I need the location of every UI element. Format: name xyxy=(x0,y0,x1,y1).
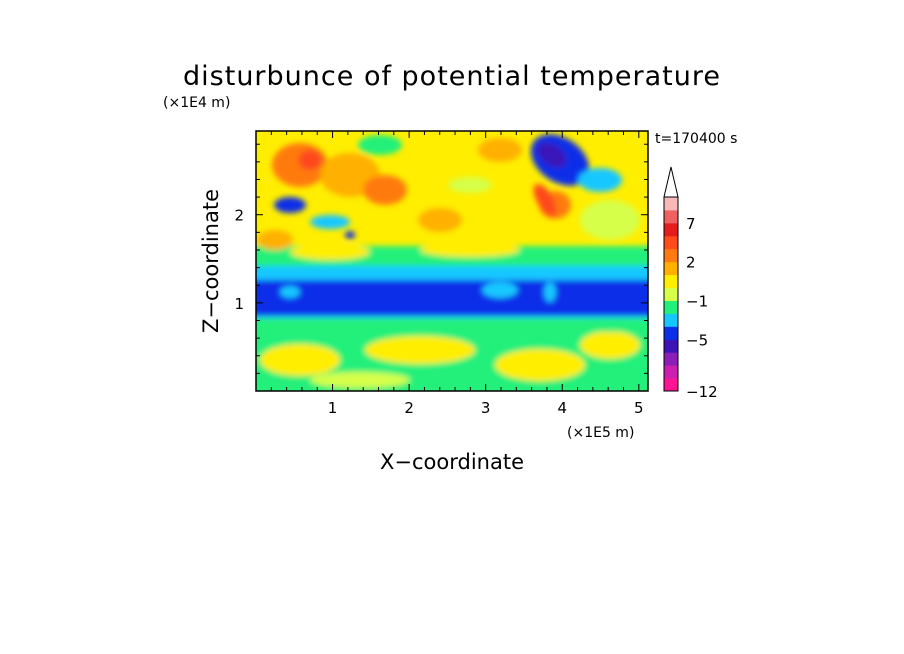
orange-blob-4 xyxy=(418,208,462,232)
orange-blob-5 xyxy=(478,138,522,162)
x-axis-title: X−coordinate xyxy=(380,450,524,474)
green-blob-2 xyxy=(448,177,492,193)
lower-yellow-3 xyxy=(495,349,585,381)
colorbar-swatch xyxy=(664,274,678,289)
colorbar-swatch xyxy=(664,222,678,237)
heatmap-field xyxy=(256,131,648,391)
colorbar-swatch xyxy=(664,235,678,250)
red-blob-1 xyxy=(298,150,322,170)
upper-yellow-2 xyxy=(420,243,520,257)
y-tick-label: 2 xyxy=(234,207,244,225)
colorbar: 7 2 −1 −5 −12 xyxy=(663,166,718,401)
x-tick-label: 5 xyxy=(634,399,644,417)
colorbar-label: 7 xyxy=(686,215,696,233)
green-blob-1 xyxy=(358,135,402,155)
colorbar-swatch xyxy=(664,197,678,211)
orange-blob-3 xyxy=(363,175,407,205)
lower-lime-1 xyxy=(310,372,410,388)
y-axis: 12 xyxy=(234,143,648,374)
x-tick-label: 3 xyxy=(481,399,491,417)
y-axis-title: Z−coordinate xyxy=(199,189,223,333)
chart-title: disturbunce of potential temperature xyxy=(183,61,721,92)
time-label: t=170400 s xyxy=(655,131,737,147)
orange-blob-7 xyxy=(257,230,293,250)
lower-yellow-4 xyxy=(580,331,640,359)
x-axis: 1 2 3 4 5 xyxy=(270,131,644,417)
field-shapes xyxy=(256,134,648,391)
colorbar-swatch xyxy=(664,326,678,340)
colorbar-swatch xyxy=(664,339,678,353)
colorbar-label: −12 xyxy=(686,383,718,401)
red-streak xyxy=(533,183,557,217)
cyan-blob-1 xyxy=(310,215,350,229)
x-unit-label: (×1E5 m) xyxy=(567,425,634,441)
cyan-fringe-plume xyxy=(578,168,622,192)
green-blob-3 xyxy=(580,200,640,240)
cyan-hole-2 xyxy=(544,282,556,302)
colorbar-swatch xyxy=(664,287,678,301)
colorbar-swatch xyxy=(664,365,678,379)
colorbar-swatch xyxy=(664,352,678,366)
y-unit-label: (×1E4 m) xyxy=(163,95,230,111)
blue-blob-2 xyxy=(345,231,355,239)
colorbar-swatch xyxy=(664,209,678,224)
x-tick-label: 1 xyxy=(328,399,338,417)
blue-blob-1 xyxy=(274,197,306,213)
plot-frame xyxy=(255,130,649,392)
colorbar-swatch xyxy=(664,300,678,314)
cyan-hole-3 xyxy=(280,286,300,298)
colorbar-label: −1 xyxy=(686,292,708,310)
cyan-hole-1 xyxy=(482,282,518,298)
lower-yellow-1 xyxy=(260,344,340,376)
colorbar-swatch xyxy=(664,378,678,392)
blue-core-1 xyxy=(300,284,460,316)
navy-core xyxy=(537,142,567,168)
colorbar-extend-arrow xyxy=(663,166,679,198)
colorbar-swatch xyxy=(664,248,678,263)
y-tick-label: 1 xyxy=(234,295,244,313)
x-tick-label: 2 xyxy=(404,399,414,417)
lower-yellow-2 xyxy=(365,336,475,364)
x-tick-label: 4 xyxy=(557,399,567,417)
colorbar-swatch xyxy=(664,261,678,276)
colorbar-label: 2 xyxy=(686,254,696,272)
upper-yellow-1 xyxy=(290,244,370,260)
colorbar-label: −5 xyxy=(686,331,708,349)
colorbar-swatch xyxy=(664,313,678,327)
